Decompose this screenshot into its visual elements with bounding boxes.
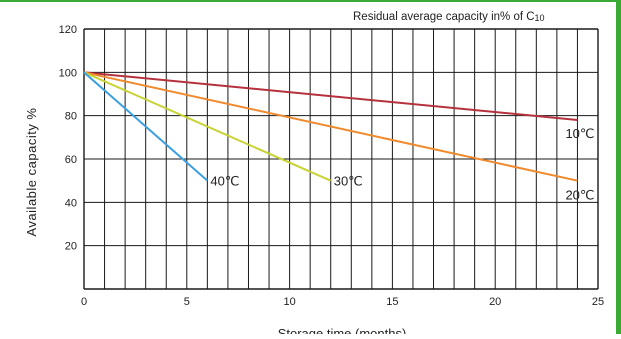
series-label: 10℃ [565, 126, 594, 141]
y-tick-label: 20 [65, 241, 77, 253]
series-label: 20℃ [565, 188, 594, 203]
series-line [83, 71, 332, 182]
tick-labels: 20 40 60 80 100 120 0 5 10 15 20 25 [59, 24, 604, 308]
right-accent-bar [616, 0, 621, 334]
y-tick-label: 60 [65, 154, 77, 166]
series-label: 30℃ [334, 174, 363, 189]
series-line [83, 71, 578, 182]
series-labels: 10℃ 20℃ 30℃ 40℃ [210, 126, 594, 203]
chart-title-text: Residual average capacity in% of C [353, 11, 535, 23]
grid [83, 28, 599, 290]
top-accent-bar [0, 0, 621, 2]
x-tick-label: 20 [489, 296, 501, 308]
y-tick-label: 120 [59, 24, 77, 36]
series-label: 40℃ [210, 174, 239, 189]
series-line [83, 71, 578, 121]
x-tick-label: 10 [283, 296, 295, 308]
y-tick-label: 40 [65, 197, 77, 209]
x-tick-label: 5 [184, 296, 190, 308]
x-tick-label: 0 [81, 296, 87, 308]
chart-title-subscript: 10 [535, 13, 545, 23]
y-axis-label: Available capacity % [24, 108, 39, 237]
x-tick-label: 15 [386, 296, 398, 308]
x-tick-label: 25 [592, 296, 604, 308]
series-line [83, 71, 209, 182]
x-axis-label: Storage time (months) [278, 326, 407, 334]
y-tick-label: 80 [65, 111, 77, 123]
chart-title: Residual average capacity in% of C10 [353, 11, 545, 23]
y-tick-label: 100 [59, 67, 77, 79]
series-lines [83, 71, 578, 182]
